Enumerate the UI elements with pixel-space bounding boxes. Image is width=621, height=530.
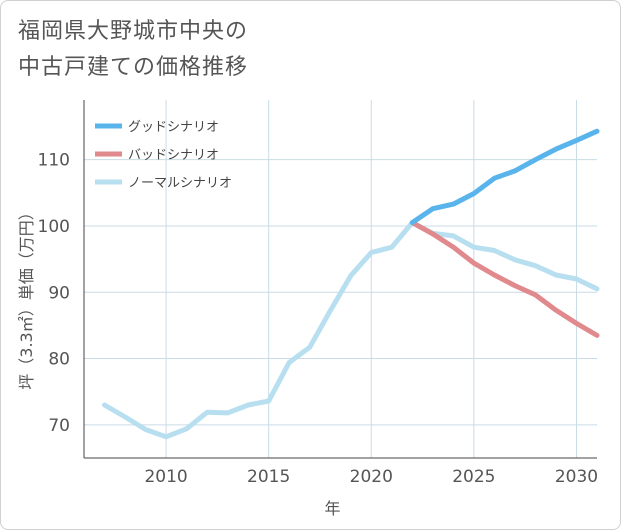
series-line-1	[409, 220, 600, 338]
chart-title-line1: 福岡県大野城市中央の	[18, 19, 249, 44]
x-tick-label: 2020	[350, 467, 393, 487]
x-axis-label: 年	[324, 499, 340, 518]
chart-title: 福岡県大野城市中央の 中古戸建ての価格推移	[18, 14, 348, 86]
series-line-0	[409, 128, 600, 226]
legend-label-0: グッドシナリオ	[128, 120, 219, 135]
y-tick-label: 90	[48, 283, 70, 303]
chart-title-line2: 中古戸建ての価格推移	[18, 55, 249, 80]
x-tick-label: 2015	[247, 467, 290, 487]
y-tick-label: 110	[38, 151, 70, 171]
y-tick-label: 100	[38, 217, 70, 237]
y-tick-label: 80	[48, 350, 70, 370]
x-tick-label: 2010	[144, 467, 187, 487]
series-line-2	[102, 220, 600, 440]
x-tick-label: 2025	[452, 467, 495, 487]
legend-label-2: ノーマルシナリオ	[128, 176, 232, 191]
legend-label-1: バッドシナリオ	[128, 148, 219, 163]
y-tick-label: 70	[48, 416, 70, 436]
y-axis-label: 坪（3.3㎡）単価（万円）	[17, 204, 36, 389]
x-tick-label: 2030	[555, 467, 598, 487]
